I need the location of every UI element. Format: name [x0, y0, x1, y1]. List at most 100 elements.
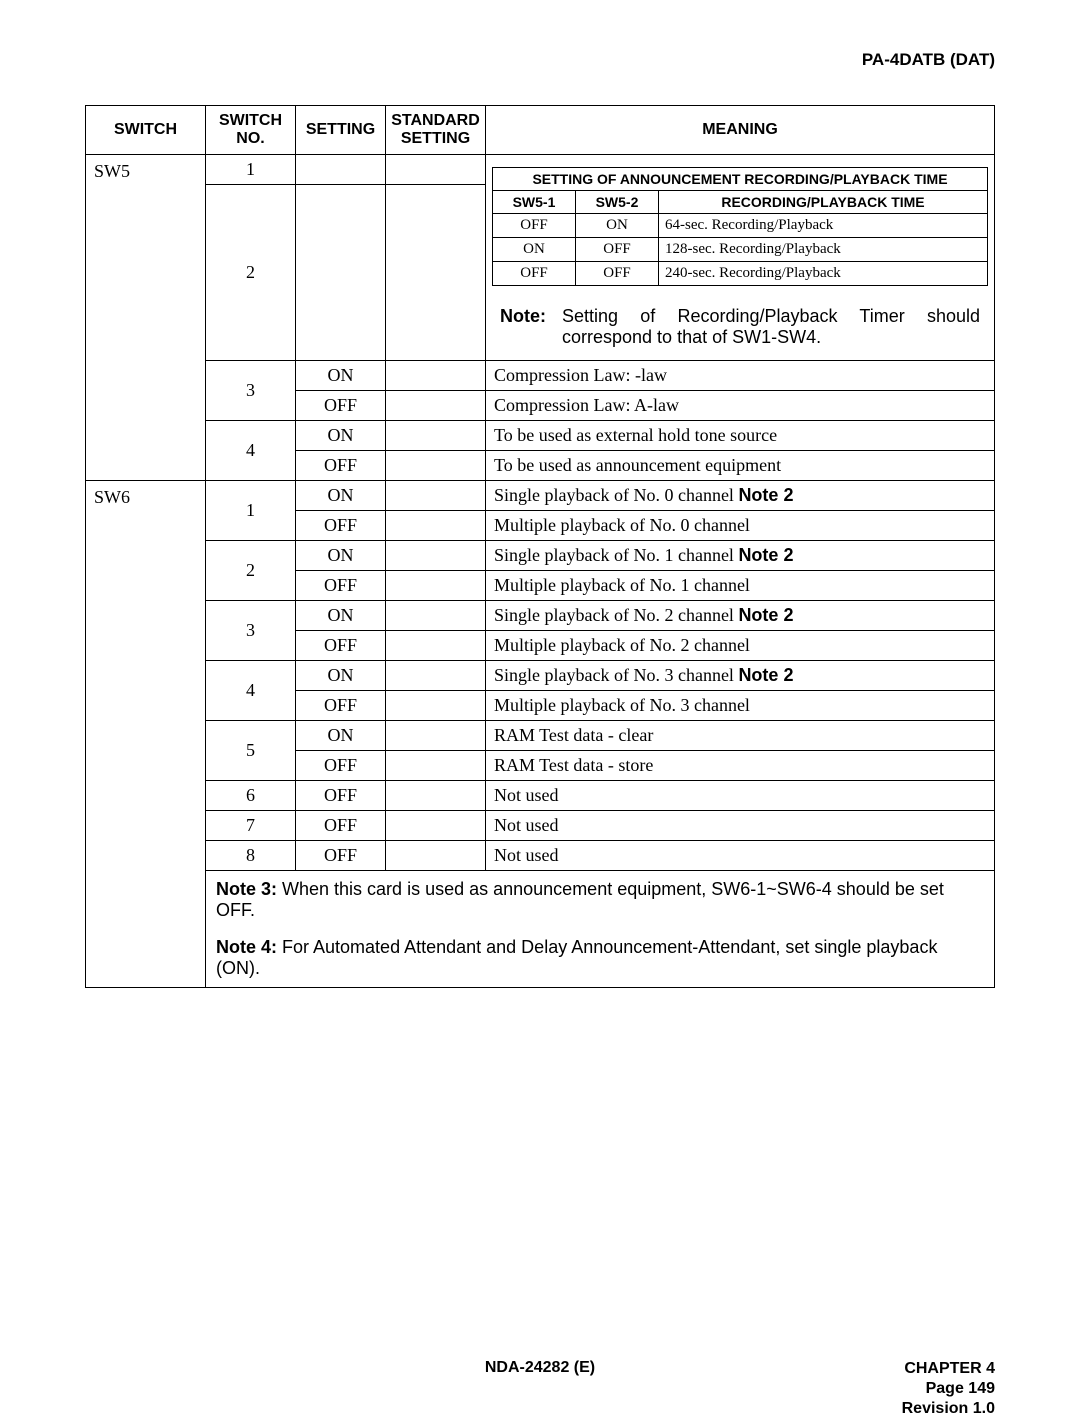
setting-cell: ON [296, 361, 386, 391]
meaning-cell: To be used as announcement equipment [486, 451, 995, 481]
setting-cell: OFF [296, 811, 386, 841]
standard-cell [386, 421, 486, 451]
switch-table: SWITCH SWITCH NO. SETTING STANDARD SETTI… [85, 105, 995, 988]
meaning-cell: Compression Law: A-law [486, 391, 995, 421]
inner-cell: OFF [576, 262, 659, 286]
meaning-text: Single playback of No. 1 channel [494, 545, 738, 565]
inner-cell: OFF [493, 214, 576, 238]
note4-cell: Note 4: For Automated Attendant and Dela… [206, 929, 995, 988]
setting-cell: ON [296, 541, 386, 571]
meaning-cell: Single playback of No. 1 channel Note 2 [486, 541, 995, 571]
meaning-cell: Compression Law: -law [486, 361, 995, 391]
sw5-note: Note: Setting of Recording/Playback Time… [492, 290, 988, 360]
standard-cell [386, 155, 486, 185]
table-row: 4 ON Single playback of No. 3 channel No… [86, 661, 995, 691]
setting-cell: OFF [296, 841, 386, 871]
setting-cell: ON [296, 721, 386, 751]
table-row: 7 OFF Not used [86, 811, 995, 841]
setting-cell: ON [296, 601, 386, 631]
standard-cell [386, 185, 486, 361]
setting-cell: OFF [296, 751, 386, 781]
table-row: 2 ON Single playback of No. 1 channel No… [86, 541, 995, 571]
setting-cell: ON [296, 421, 386, 451]
setting-cell [296, 185, 386, 361]
standard-cell [386, 781, 486, 811]
meaning-cell: RAM Test data - store [486, 751, 995, 781]
setting-cell: ON [296, 661, 386, 691]
setting-cell: OFF [296, 391, 386, 421]
switch-name-cell: SW6 [86, 481, 206, 988]
standard-cell [386, 721, 486, 751]
page: PA-4DATB (DAT) SWITCH SWITCH NO. SETTING… [0, 0, 1080, 1397]
standard-cell [386, 841, 486, 871]
meaning-text: Single playback of No. 3 channel [494, 665, 738, 685]
footer-revision: Revision 1.0 [902, 1399, 995, 1419]
inner-cell: 128-sec. Recording/Playback [659, 238, 988, 262]
meaning-cell-inner-table: SETTING OF ANNOUNCEMENT RECORDING/PLAYBA… [486, 155, 995, 361]
standard-cell [386, 811, 486, 841]
setting-cell: OFF [296, 781, 386, 811]
standard-cell [386, 481, 486, 511]
standard-cell [386, 541, 486, 571]
setting-cell: OFF [296, 691, 386, 721]
switch-no-cell: 2 [206, 541, 296, 601]
note3-cell: Note 3: When this card is used as announ… [206, 871, 995, 930]
switch-no-cell: 5 [206, 721, 296, 781]
setting-cell: OFF [296, 571, 386, 601]
standard-cell [386, 361, 486, 391]
setting-cell: ON [296, 481, 386, 511]
inner-col-time: RECORDING/PLAYBACK TIME [659, 191, 988, 214]
standard-cell [386, 391, 486, 421]
table-row: 4 ON To be used as external hold tone so… [86, 421, 995, 451]
inner-table-title: SETTING OF ANNOUNCEMENT RECORDING/PLAYBA… [493, 168, 988, 191]
col-header-meaning: MEANING [486, 106, 995, 155]
col-header-switch: SWITCH [86, 106, 206, 155]
meaning-note-ref: Note 2 [738, 605, 793, 625]
table-row: 3 ON Compression Law: -law [86, 361, 995, 391]
table-row: 8 OFF Not used [86, 841, 995, 871]
setting-cell: OFF [296, 631, 386, 661]
note-text: Setting of Recording/Playback Timer shou… [562, 306, 980, 348]
meaning-text: Single playback of No. 2 channel [494, 605, 738, 625]
meaning-cell: Single playback of No. 2 channel Note 2 [486, 601, 995, 631]
meaning-cell: Not used [486, 811, 995, 841]
footer-right: CHAPTER 4 Page 149 Revision 1.0 [902, 1359, 995, 1419]
inner-cell: 240-sec. Recording/Playback [659, 262, 988, 286]
note3-label: Note 3: [216, 879, 277, 899]
meaning-note-ref: Note 2 [738, 665, 793, 685]
setting-cell: OFF [296, 451, 386, 481]
standard-cell [386, 631, 486, 661]
standard-cell [386, 571, 486, 601]
meaning-cell: To be used as external hold tone source [486, 421, 995, 451]
footer-page: Page 149 [902, 1379, 995, 1399]
standard-cell [386, 601, 486, 631]
switch-no-cell: 4 [206, 661, 296, 721]
standard-cell [386, 661, 486, 691]
switch-no-cell: 8 [206, 841, 296, 871]
meaning-cell: Not used [486, 781, 995, 811]
inner-cell: ON [576, 214, 659, 238]
note3-row: Note 3: When this card is used as announ… [86, 871, 995, 930]
inner-col-sw5-1: SW5-1 [493, 191, 576, 214]
switch-no-cell: 4 [206, 421, 296, 481]
inner-col-sw5-2: SW5-2 [576, 191, 659, 214]
meaning-note-ref: Note 2 [738, 485, 793, 505]
setting-cell: OFF [296, 511, 386, 541]
col-header-setting: SETTING [296, 106, 386, 155]
meaning-text: Single playback of No. 0 channel [494, 485, 738, 505]
inner-cell: ON [493, 238, 576, 262]
inner-cell: 64-sec. Recording/Playback [659, 214, 988, 238]
inner-cell: OFF [576, 238, 659, 262]
inner-header-row: SW5-1 SW5-2 RECORDING/PLAYBACK TIME [493, 191, 988, 214]
meaning-cell: Multiple playback of No. 0 channel [486, 511, 995, 541]
inner-title-row: SETTING OF ANNOUNCEMENT RECORDING/PLAYBA… [493, 168, 988, 191]
switch-name-cell: SW5 [86, 155, 206, 481]
table-row: 6 OFF Not used [86, 781, 995, 811]
switch-no-cell: 2 [206, 185, 296, 361]
switch-no-cell: 1 [206, 155, 296, 185]
standard-cell [386, 451, 486, 481]
meaning-cell: Not used [486, 841, 995, 871]
inner-row: ON OFF 128-sec. Recording/Playback [493, 238, 988, 262]
meaning-cell: Single playback of No. 0 channel Note 2 [486, 481, 995, 511]
note4-row: Note 4: For Automated Attendant and Dela… [86, 929, 995, 988]
